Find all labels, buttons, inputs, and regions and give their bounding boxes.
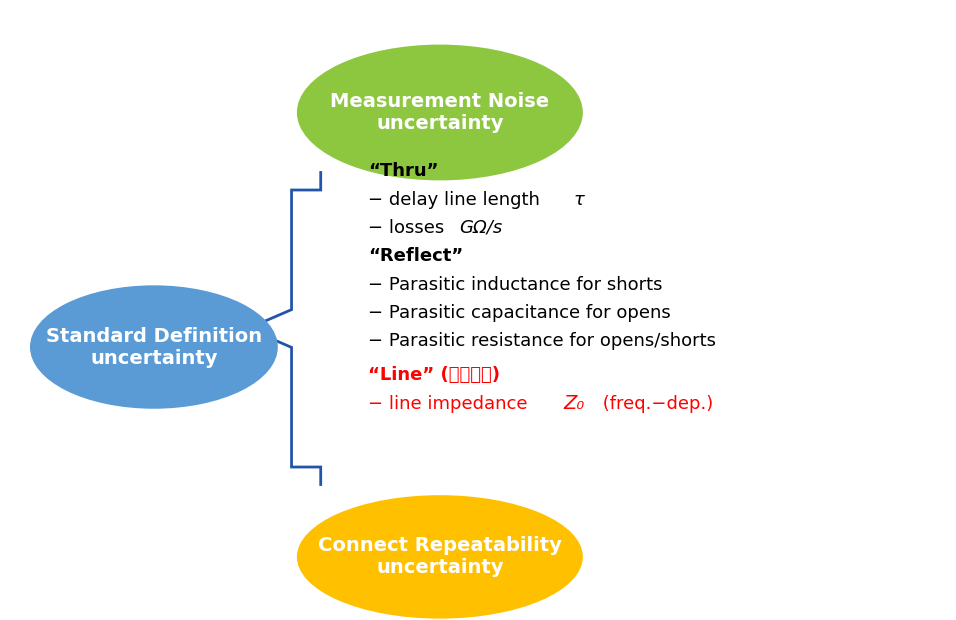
Text: − Parasitic capacitance for opens: − Parasitic capacitance for opens — [368, 304, 671, 322]
Text: τ: τ — [574, 191, 584, 209]
Text: “Reflect”: “Reflect” — [368, 247, 464, 265]
Text: “Thru”: “Thru” — [368, 162, 439, 180]
Text: GΩ/s: GΩ/s — [459, 219, 502, 237]
Text: − Parasitic resistance for opens/shorts: − Parasitic resistance for opens/shorts — [368, 332, 716, 350]
Text: Measurement Noise
uncertainty: Measurement Noise uncertainty — [331, 92, 550, 133]
Text: Connect Repeatability
uncertainty: Connect Repeatability uncertainty — [318, 536, 562, 577]
Text: (freq.−dep.): (freq.−dep.) — [598, 395, 713, 413]
Text: “Line” (주요원인): “Line” (주요원인) — [368, 366, 500, 384]
Text: − delay line length: − delay line length — [368, 191, 546, 209]
Text: − losses: − losses — [368, 219, 450, 237]
Text: Z₀: Z₀ — [564, 394, 585, 414]
Ellipse shape — [297, 45, 583, 180]
Ellipse shape — [297, 495, 583, 619]
Text: − line impedance: − line impedance — [368, 395, 533, 413]
Text: − Parasitic inductance for shorts: − Parasitic inductance for shorts — [368, 276, 663, 294]
Ellipse shape — [30, 285, 278, 409]
Text: Standard Definition
uncertainty: Standard Definition uncertainty — [46, 327, 262, 368]
